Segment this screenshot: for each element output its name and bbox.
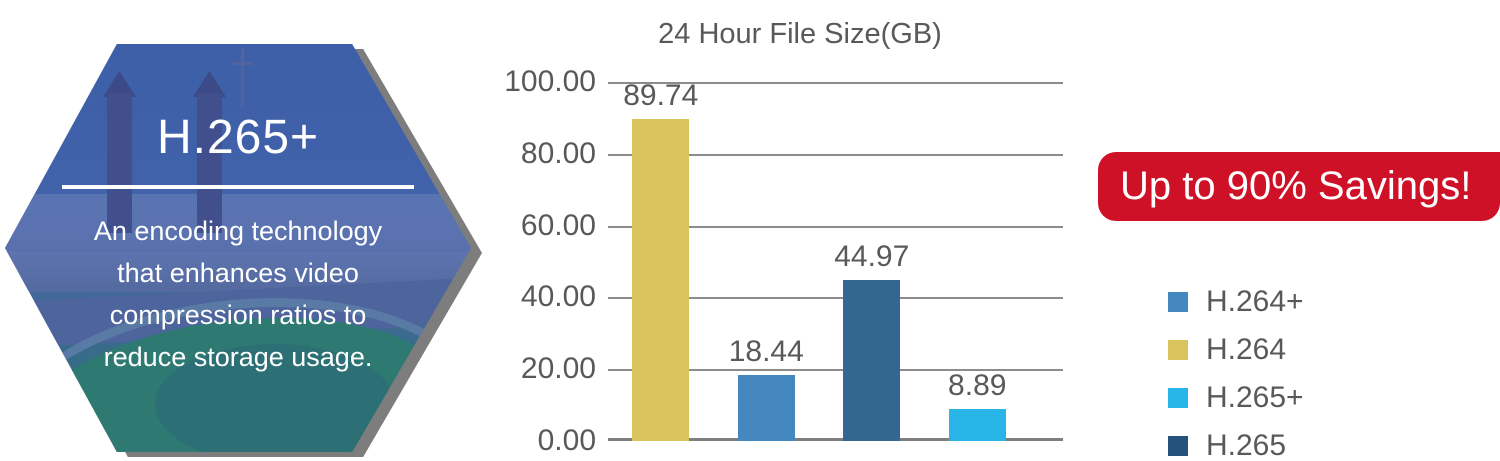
bar-value-label: 18.44 <box>728 334 804 368</box>
chart-legend: H.264+ H.264 H.265+ H.265 <box>1168 278 1304 461</box>
legend-label: H.264+ <box>1206 285 1304 318</box>
photo-antenna-bar <box>233 62 252 65</box>
h265-hexagon: H.265+ An encoding technology that enhan… <box>5 44 482 457</box>
chart-title: 24 Hour File Size(GB) <box>658 18 942 50</box>
gridline-0.00 <box>608 438 1063 441</box>
bar-value-label: 44.97 <box>834 239 910 273</box>
bar-value-label: 89.74 <box>623 78 699 112</box>
bar-H.265 <box>843 279 901 441</box>
legend-swatch <box>1168 292 1188 312</box>
legend-item-H.265+: H.265+ <box>1168 374 1304 422</box>
legend-item-H.264: H.264 <box>1168 326 1304 374</box>
chart-y-axis: 100.00 80.00 60.00 40.00 20.00 0.00 <box>420 65 596 457</box>
bar-H.264+ <box>737 374 795 441</box>
hexagon-content: H.265+ An encoding technology that enhan… <box>5 44 471 452</box>
y-tick-label: 80.00 <box>520 136 596 170</box>
y-tick-label: 60.00 <box>520 208 596 242</box>
photo-antenna <box>241 48 244 106</box>
legend-swatch <box>1168 340 1188 360</box>
savings-badge: Up to 90% Savings! <box>1098 152 1500 221</box>
bar-H.265+ <box>948 409 1006 441</box>
legend-label: H.265 <box>1206 429 1287 461</box>
bar-H.264 <box>632 118 690 441</box>
y-tick-label: 100.00 <box>504 65 596 98</box>
hexagon-description: An encoding technology that enhances vid… <box>93 216 383 372</box>
y-tick-label: 20.00 <box>520 352 596 386</box>
gridline-40.00 <box>608 297 1063 300</box>
legend-item-H.265: H.265 <box>1168 422 1304 461</box>
photo-tower-right <box>197 93 222 233</box>
legend-swatch <box>1168 388 1188 408</box>
hexagon-divider <box>62 185 414 189</box>
photo-pond <box>155 344 395 452</box>
gridline-60.00 <box>608 225 1063 228</box>
chart-plot-area: 89.74 18.44 44.97 8.89 <box>608 79 1063 441</box>
photo-tower-left <box>107 93 132 233</box>
gridline-100.00 <box>608 82 1063 84</box>
y-tick-label: 40.00 <box>520 280 596 314</box>
legend-label: H.264 <box>1206 333 1287 366</box>
legend-swatch <box>1168 436 1188 456</box>
hexagon-title: H.265+ <box>156 111 320 164</box>
y-tick-label: 0.00 <box>537 424 596 457</box>
gridline-80.00 <box>608 153 1063 156</box>
bar-value-label: 8.89 <box>948 369 1007 403</box>
photo-skyline <box>5 194 471 262</box>
legend-label: H.265+ <box>1206 381 1304 414</box>
gridline-20.00 <box>608 369 1063 372</box>
legend-item-H.264+: H.264+ <box>1168 278 1304 326</box>
